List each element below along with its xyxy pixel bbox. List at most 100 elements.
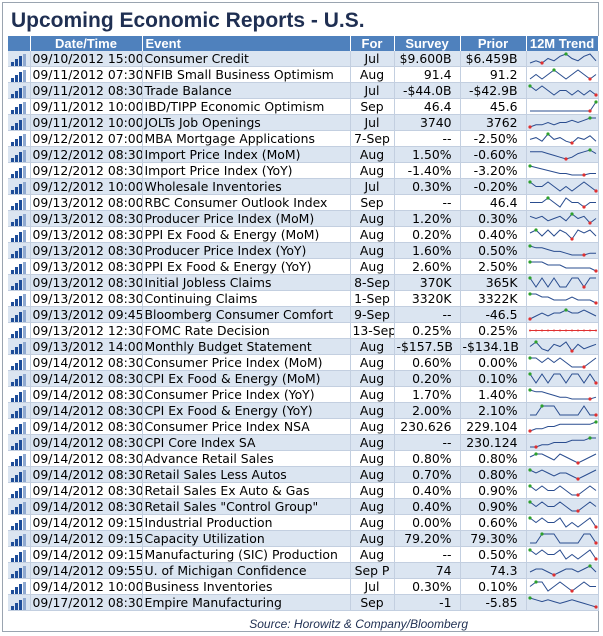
header-event[interactable]: Event (142, 36, 351, 51)
table-row[interactable]: 09/13/2012 08:30 Continuing Claims 1-Sep 33… (8, 290, 599, 307)
cell-survey: 0.80% (394, 450, 461, 467)
table-row[interactable]: 09/14/2012 08:30 Consumer Price Index (Mo… (8, 354, 599, 371)
signal-bars-icon[interactable] (11, 389, 27, 402)
signal-bars-icon[interactable] (11, 277, 27, 290)
cell-for: Aug (350, 338, 395, 355)
table-row[interactable]: 09/14/2012 09:55 U. of Michigan Confidenc… (8, 562, 599, 579)
signal-bars-icon[interactable] (11, 293, 27, 306)
table-row[interactable]: 09/14/2012 08:30 Advance Retail Sales Aug 0… (8, 450, 599, 467)
table-row[interactable]: 09/12/2012 10:00 Wholesale Inventories Jul… (8, 178, 599, 195)
signal-bars-icon[interactable] (11, 357, 27, 370)
table-row[interactable]: 09/13/2012 12:30 FOMC Rate Decision 13-Sep… (8, 322, 599, 339)
table-row[interactable]: 09/14/2012 09:15 Manufacturing (SIC) Prod… (8, 546, 599, 563)
signal-bars-icon[interactable] (11, 421, 27, 434)
signal-bars-icon[interactable] (11, 229, 27, 242)
cell-event: Capacity Utilization (142, 530, 351, 547)
sparkline-point (569, 589, 574, 593)
cell-datetime: 09/13/2012 08:30 (30, 274, 143, 291)
table-row[interactable]: 09/14/2012 08:30 Consumer Price Index NSA… (8, 418, 599, 435)
cell-prior: 230.124 (460, 434, 527, 451)
signal-bars-icon[interactable] (11, 245, 27, 258)
signal-bars-icon[interactable] (11, 309, 27, 322)
cell-for: Jul (350, 51, 395, 67)
signal-bars-icon[interactable] (11, 53, 27, 66)
signal-bars-icon[interactable] (11, 85, 27, 98)
cell-prior: -3.20% (460, 162, 527, 179)
sparkline-point (569, 141, 574, 145)
signal-bars-icon[interactable] (11, 341, 27, 354)
signal-bars-icon[interactable] (11, 453, 27, 466)
cell-prior: -46.5 (460, 306, 527, 323)
table-row[interactable]: 09/13/2012 08:30 PPI Ex Food & Energy (Yo… (8, 258, 599, 275)
table-row[interactable]: 09/14/2012 08:30 Consumer Price Index (Yo… (8, 386, 599, 403)
signal-bars-icon[interactable] (11, 565, 27, 578)
table-row[interactable]: 09/14/2012 08:30 Retail Sales Ex Auto & G… (8, 482, 599, 499)
sparkline-point (527, 84, 532, 88)
table-row[interactable]: 09/13/2012 08:00 RBC Consumer Outlook Ind… (8, 194, 599, 211)
table-row[interactable]: 09/14/2012 09:15 Industrial Production Aug… (8, 514, 599, 531)
signal-bars-icon[interactable] (11, 213, 27, 226)
table-row[interactable]: 09/13/2012 09:45 Bloomberg Consumer Comfo… (8, 306, 599, 323)
table-row[interactable]: 09/13/2012 08:30 Producer Price Index (Mo… (8, 210, 599, 227)
table-row[interactable]: 09/14/2012 09:15 Capacity Utilization Aug 7… (8, 530, 599, 547)
signal-bars-icon[interactable] (11, 549, 27, 562)
table-row[interactable]: 09/13/2012 08:30 Initial Jobless Claims 8-… (8, 274, 599, 291)
signal-bars-icon[interactable] (11, 437, 27, 450)
table-row[interactable]: 09/13/2012 14:00 Monthly Budget Statement… (8, 338, 599, 355)
table-row[interactable]: 09/12/2012 08:30 Import Price Index (MoM)… (8, 146, 599, 163)
cell-survey: 1.70% (394, 386, 461, 403)
cell-for: Jul (350, 114, 395, 131)
table-row[interactable]: 09/14/2012 10:00 Business Inventories Jul 0… (8, 578, 599, 595)
sparkline-point (593, 605, 597, 609)
signal-bars-icon[interactable] (11, 581, 27, 594)
signal-bars-icon[interactable] (11, 181, 27, 194)
table-row[interactable]: 09/11/2012 10:00 JOLTs Job Openings Jul 374… (8, 114, 599, 131)
table-row[interactable]: 09/14/2012 08:30 CPI Ex Food & Energy (Mo… (8, 370, 599, 387)
signal-bars-icon[interactable] (11, 69, 27, 82)
table-row[interactable]: 09/14/2012 08:30 CPI Core Index SA Aug -- 23… (8, 434, 599, 451)
table-row[interactable]: 09/13/2012 08:30 PPI Ex Food & Energy (Mo… (8, 226, 599, 243)
signal-bars-icon[interactable] (11, 373, 27, 386)
signal-bars-icon[interactable] (11, 149, 27, 162)
signal-bars-icon[interactable] (11, 469, 27, 482)
signal-bars-icon[interactable] (11, 597, 27, 610)
sparkline-point (527, 125, 532, 129)
header-for[interactable]: For (350, 36, 395, 51)
header-survey[interactable]: Survey (394, 36, 461, 51)
signal-bars-icon[interactable] (11, 517, 27, 530)
table-row[interactable]: 09/11/2012 10:00 IBD/TIPP Economic Optimi… (8, 98, 599, 115)
signal-bars-icon[interactable] (11, 197, 27, 210)
table-row[interactable]: 09/17/2012 08:30 Empire Manufacturing Sep -… (8, 594, 599, 611)
cell-for: Aug (350, 402, 395, 419)
cell-event: FOMC Rate Decision (142, 322, 351, 339)
sparkline-12m-trend (527, 548, 597, 561)
table-row[interactable]: 09/14/2012 08:30 Retail Sales "Control Gr… (8, 498, 599, 515)
table-row[interactable]: 09/12/2012 07:00 MBA Mortgage Application… (8, 130, 599, 147)
signal-bars-icon[interactable] (11, 133, 27, 146)
table-row[interactable]: 09/14/2012 08:30 CPI Ex Food & Energy (Yo… (8, 402, 599, 419)
header-trend[interactable]: 12M Trend (526, 36, 599, 51)
signal-bars-icon[interactable] (11, 117, 27, 130)
cell-datetime: 09/11/2012 10:00 (30, 98, 143, 115)
table-row[interactable]: 09/11/2012 07:30 NFIB Small Business Opti… (8, 66, 599, 83)
header-datetime[interactable]: Date/Time (30, 36, 143, 51)
table-row[interactable]: 09/13/2012 08:30 Producer Price Index (Yo… (8, 242, 599, 259)
header-prior[interactable]: Prior (460, 36, 527, 51)
signal-bars-icon[interactable] (11, 101, 27, 114)
cell-for: Aug (350, 162, 395, 179)
signal-bars-icon[interactable] (11, 533, 27, 546)
table-row[interactable]: 09/11/2012 08:30 Trade Balance Jul -$44.0B -… (8, 82, 599, 99)
signal-bars-icon[interactable] (11, 501, 27, 514)
signal-bars-icon[interactable] (11, 261, 27, 274)
table-row[interactable]: 09/12/2012 08:30 Import Price Index (YoY)… (8, 162, 599, 179)
table-row[interactable]: 09/14/2012 08:30 Retail Sales Less Autos A… (8, 466, 599, 483)
table-row[interactable]: 09/10/2012 15:00 Consumer Credit Jul $9.600… (8, 51, 599, 67)
cell-datetime: 09/13/2012 08:30 (30, 226, 143, 243)
signal-bars-icon[interactable] (11, 325, 27, 338)
signal-bars-icon[interactable] (11, 165, 27, 178)
cell-prior: 91.2 (460, 66, 527, 83)
sparkline-point (594, 329, 597, 332)
sparkline-line (529, 405, 596, 416)
signal-bars-icon[interactable] (11, 485, 27, 498)
signal-bars-icon[interactable] (11, 405, 27, 418)
